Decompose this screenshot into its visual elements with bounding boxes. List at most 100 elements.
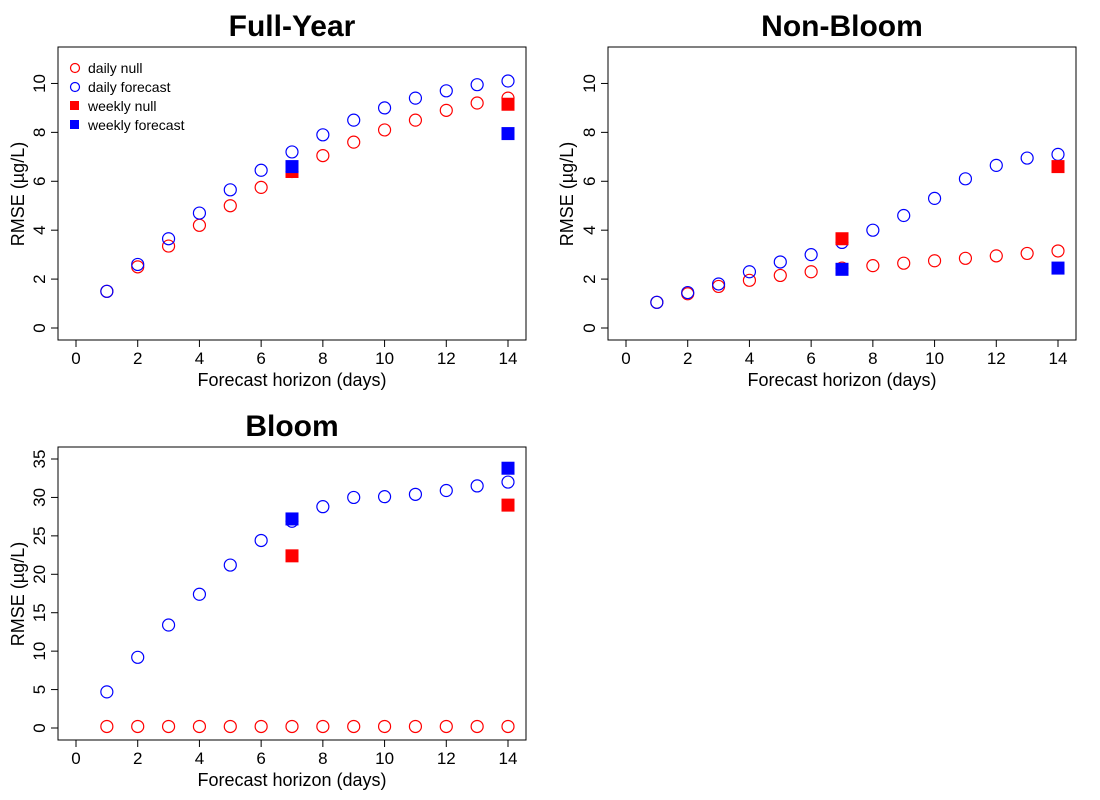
point-daily-forecast bbox=[223, 183, 237, 197]
y-tick-label: 10 bbox=[30, 642, 49, 661]
x-tick-label: 0 bbox=[71, 749, 80, 768]
point-weekly-forecast bbox=[501, 461, 515, 475]
point-daily-null bbox=[223, 199, 237, 213]
x-tick-label: 0 bbox=[71, 349, 80, 368]
y-tick-label: 30 bbox=[30, 488, 49, 507]
point-daily-forecast bbox=[377, 490, 392, 504]
y-tick-label: 8 bbox=[30, 128, 49, 137]
x-tick-label: 8 bbox=[868, 349, 877, 368]
x-tick-label: 6 bbox=[256, 349, 265, 368]
x-tick-label: 2 bbox=[133, 749, 142, 768]
point-daily-forecast bbox=[927, 191, 942, 205]
legend-entry-weekly-null: weekly null bbox=[70, 98, 156, 114]
point-daily-null bbox=[897, 256, 911, 270]
legend-entry-daily-forecast: daily forecast bbox=[69, 79, 171, 95]
point-daily-forecast bbox=[316, 500, 330, 514]
point-daily-forecast bbox=[501, 475, 515, 489]
point-daily-forecast bbox=[804, 248, 818, 262]
x-tick-label: 6 bbox=[806, 349, 815, 368]
point-daily-null bbox=[285, 719, 299, 734]
point-daily-null bbox=[254, 180, 268, 194]
legend-entry-weekly-forecast: weekly forecast bbox=[70, 117, 185, 133]
y-tick-label: 20 bbox=[30, 565, 49, 584]
point-daily-forecast bbox=[742, 265, 757, 279]
point-daily-forecast bbox=[866, 223, 880, 237]
point-daily-forecast bbox=[470, 78, 484, 92]
point-daily-null bbox=[192, 719, 207, 734]
point-daily-forecast bbox=[1020, 151, 1034, 165]
point-daily-forecast bbox=[131, 650, 145, 664]
point-daily-forecast bbox=[161, 232, 176, 246]
point-daily-null bbox=[439, 719, 453, 734]
y-tick-label: 0 bbox=[30, 723, 49, 732]
point-daily-forecast bbox=[347, 113, 361, 127]
point-daily-null bbox=[377, 123, 392, 137]
point-daily-null bbox=[408, 719, 423, 734]
legend-marker bbox=[70, 101, 79, 110]
point-daily-forecast bbox=[192, 587, 207, 601]
point-daily-null bbox=[742, 273, 757, 287]
point-daily-null bbox=[223, 719, 237, 734]
y-ticks: 0 5 10 15 20 25 30 35 bbox=[30, 450, 59, 733]
point-weekly-forecast bbox=[1051, 261, 1065, 275]
point-daily-null bbox=[254, 719, 268, 734]
point-daily-null bbox=[347, 135, 361, 149]
point-daily-forecast bbox=[897, 208, 911, 223]
plot-frame bbox=[57, 446, 527, 741]
point-daily-forecast bbox=[316, 128, 330, 142]
point-daily-null bbox=[131, 719, 145, 734]
panel-title: Full-Year bbox=[229, 10, 356, 43]
legend-label: daily forecast bbox=[88, 79, 171, 95]
x-axis-label: Forecast horizon (days) bbox=[747, 370, 936, 390]
legend-marker bbox=[69, 81, 81, 93]
x-tick-label: 4 bbox=[745, 349, 754, 368]
x-tick-label: 2 bbox=[133, 349, 142, 368]
point-daily-null bbox=[1020, 246, 1034, 261]
x-axis-label: Forecast horizon (days) bbox=[197, 370, 386, 390]
x-tick-label: 10 bbox=[375, 349, 394, 368]
y-tick-label: 8 bbox=[580, 128, 599, 137]
y-ticks: 0 2 4 6 8 10 bbox=[30, 74, 59, 333]
x-axis-label: Forecast horizon (days) bbox=[197, 770, 386, 790]
y-tick-label: 35 bbox=[30, 450, 49, 469]
y-tick-label: 25 bbox=[30, 526, 49, 545]
point-daily-null bbox=[470, 719, 484, 734]
x-tick-label: 10 bbox=[925, 349, 944, 368]
panel-title: Non-Bloom bbox=[761, 10, 923, 43]
x-tick-label: 2 bbox=[683, 349, 692, 368]
x-tick-label: 12 bbox=[987, 349, 1006, 368]
point-daily-null bbox=[470, 96, 484, 110]
point-weekly-forecast bbox=[285, 512, 299, 526]
x-ticks: 0 2 4 6 8 10 12 14 bbox=[71, 339, 517, 368]
point-daily-forecast bbox=[681, 285, 695, 300]
legend: daily null daily forecast weekly null we… bbox=[69, 60, 185, 133]
y-tick-label: 6 bbox=[580, 177, 599, 186]
point-daily-null bbox=[989, 249, 1003, 263]
point-daily-forecast bbox=[1051, 147, 1065, 161]
point-daily-forecast bbox=[408, 487, 423, 501]
point-weekly-null bbox=[835, 232, 849, 246]
point-daily-forecast bbox=[773, 255, 787, 269]
legend-marker bbox=[69, 62, 81, 74]
x-ticks: 0 2 4 6 8 10 12 14 bbox=[621, 339, 1067, 368]
panel-bloom: Bloom Forecast horizon (days) RMSE (µg/L… bbox=[8, 410, 527, 790]
y-tick-label: 6 bbox=[30, 177, 49, 186]
point-weekly-forecast bbox=[285, 160, 299, 174]
y-ticks: 0 2 4 6 8 10 bbox=[580, 74, 609, 333]
point-daily-forecast bbox=[192, 206, 207, 220]
point-weekly-null bbox=[501, 97, 515, 111]
point-daily-forecast bbox=[254, 533, 268, 548]
x-tick-label: 12 bbox=[437, 349, 456, 368]
y-axis-label: RMSE (µg/L) bbox=[8, 142, 28, 246]
legend-label: daily null bbox=[88, 60, 142, 76]
y-tick-label: 0 bbox=[30, 323, 49, 332]
y-tick-label: 4 bbox=[580, 225, 599, 234]
point-daily-forecast bbox=[408, 91, 423, 105]
point-daily-forecast bbox=[285, 145, 299, 159]
point-daily-null bbox=[347, 719, 361, 734]
x-tick-label: 4 bbox=[195, 749, 204, 768]
y-tick-label: 2 bbox=[580, 274, 599, 283]
data-points bbox=[100, 461, 515, 734]
point-daily-forecast bbox=[650, 295, 664, 309]
